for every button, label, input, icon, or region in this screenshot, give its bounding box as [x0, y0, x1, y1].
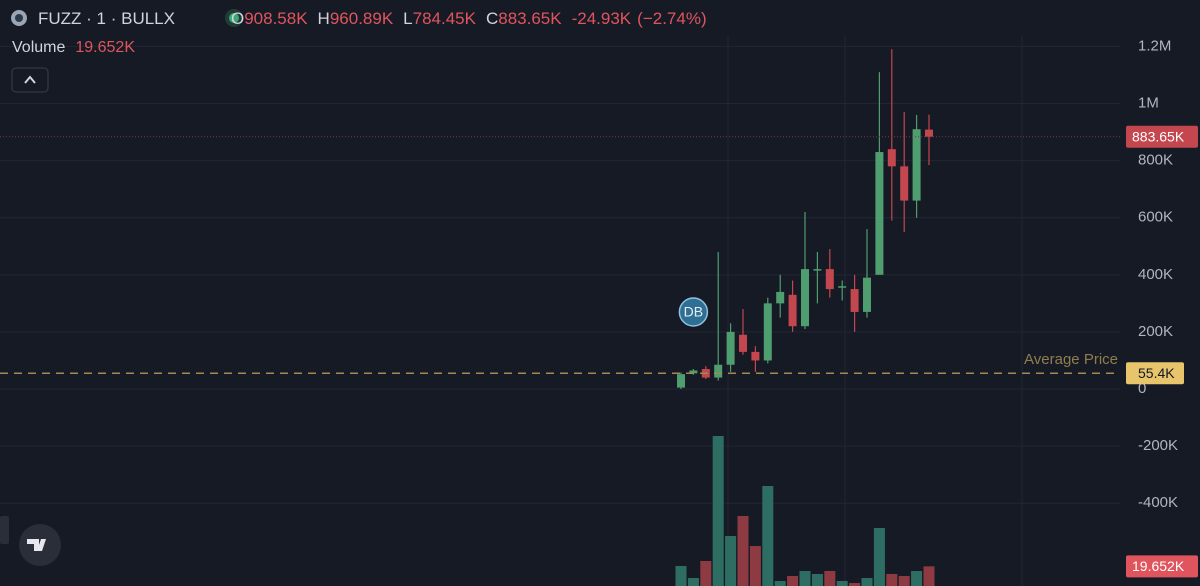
- volume-value: 19.652K: [75, 39, 135, 56]
- y-tick-label: 600K: [1138, 209, 1173, 226]
- candle-body: [887, 149, 896, 167]
- volume-bar: [911, 571, 923, 586]
- volume-badge-label: 19.652K: [1132, 558, 1185, 574]
- candle-body: [776, 291, 785, 304]
- candle-body: [863, 277, 871, 312]
- candle-body: [838, 286, 847, 288]
- volume-bar: [700, 561, 712, 586]
- candle-body: [900, 166, 909, 201]
- volume-bar: [737, 516, 749, 586]
- volume-bar: [849, 583, 861, 586]
- y-tick-label: -200K: [1138, 437, 1178, 454]
- last-price-badge: [1126, 125, 1198, 148]
- candle-body: [813, 269, 822, 271]
- volume-bar: [861, 578, 873, 586]
- candle-body: [726, 331, 735, 365]
- candle-body: [739, 334, 747, 352]
- volume-bar: [687, 578, 699, 586]
- volume-bar: [923, 566, 935, 586]
- y-tick-label: 1.2M: [1138, 37, 1171, 54]
- volume-name: Volume: [12, 39, 66, 56]
- volume-bar: [799, 571, 811, 586]
- y-tick-label: 1M: [1138, 94, 1159, 111]
- volume-bar: [787, 576, 799, 586]
- overlay: -400K -200K 0 200K 400K 600K 800K 1M 1.2M Average…: [0, 37, 1198, 578]
- average-price-badge: [1126, 362, 1184, 385]
- volume-bar: [824, 571, 836, 586]
- ohlc-value: 883.65K: [498, 9, 562, 28]
- ohlc-value: 784.45K: [412, 9, 476, 28]
- candle-body: [925, 129, 933, 137]
- symbol-title: FUZZ · 1 · BULLX: [38, 9, 175, 28]
- side-tab[interactable]: [0, 516, 9, 544]
- volume-bar: [873, 528, 885, 586]
- volume-bar: [675, 566, 687, 586]
- y-tick-label: 400K: [1138, 266, 1173, 283]
- annotation-marker: [678, 297, 709, 327]
- candle-body: [825, 269, 834, 290]
- status-dot: [229, 13, 239, 23]
- candle-body: [714, 364, 723, 378]
- volume-bar: [749, 546, 761, 586]
- y-tick-label: 200K: [1138, 323, 1173, 340]
- candle-body: [850, 289, 859, 312]
- volume-bar: [774, 581, 786, 586]
- volume-bar: [725, 536, 737, 586]
- volume-badge: [1126, 555, 1198, 578]
- volume-bar: [811, 574, 823, 586]
- candle-body: [875, 152, 884, 275]
- logo-mark: [27, 539, 46, 551]
- candle-body: [689, 370, 698, 374]
- collapse-button[interactable]: [11, 67, 49, 93]
- ohlc-key: C: [485, 9, 499, 28]
- header: FUZZ · 1 · BULLX O 908.58K H 960.89K L 784.…: [38, 7, 717, 31]
- token-icon: [15, 14, 23, 22]
- candle-body: [912, 129, 921, 201]
- ohlc-key: H: [317, 9, 330, 28]
- volume-bar: [836, 581, 848, 586]
- ohlc-value: 960.89K: [329, 9, 394, 28]
- grid: [0, 45, 1120, 504]
- y-tick-label: -400K: [1138, 494, 1178, 511]
- chevron-icon: [24, 75, 36, 84]
- ohlc-value: 908.58K: [244, 9, 308, 28]
- candle-body: [763, 303, 772, 361]
- volume-bar: [712, 436, 724, 586]
- candle-body: [788, 294, 797, 327]
- change-percent: (−2.74%): [637, 9, 707, 28]
- last-price-label: 883.65K: [1132, 128, 1185, 144]
- candle-body: [751, 351, 760, 361]
- candle-body: [801, 269, 809, 327]
- ohlc-key: O: [230, 9, 245, 28]
- volume-bar: [886, 574, 898, 586]
- volume-bar: [762, 486, 774, 586]
- y-tick-label: 0: [1138, 380, 1146, 397]
- y-tick-label: 800K: [1138, 152, 1173, 169]
- average-price-label: 55.4K: [1138, 365, 1175, 381]
- volume-bar: [898, 576, 910, 586]
- ohlc-key: L: [403, 9, 413, 28]
- annotation-label: DB: [684, 304, 703, 320]
- candle-body: [677, 374, 685, 388]
- average-price-name: Average Price: [1024, 351, 1118, 368]
- change-value: -24.93K: [571, 9, 632, 28]
- volume-legend: Volume 19.652K: [12, 39, 135, 57]
